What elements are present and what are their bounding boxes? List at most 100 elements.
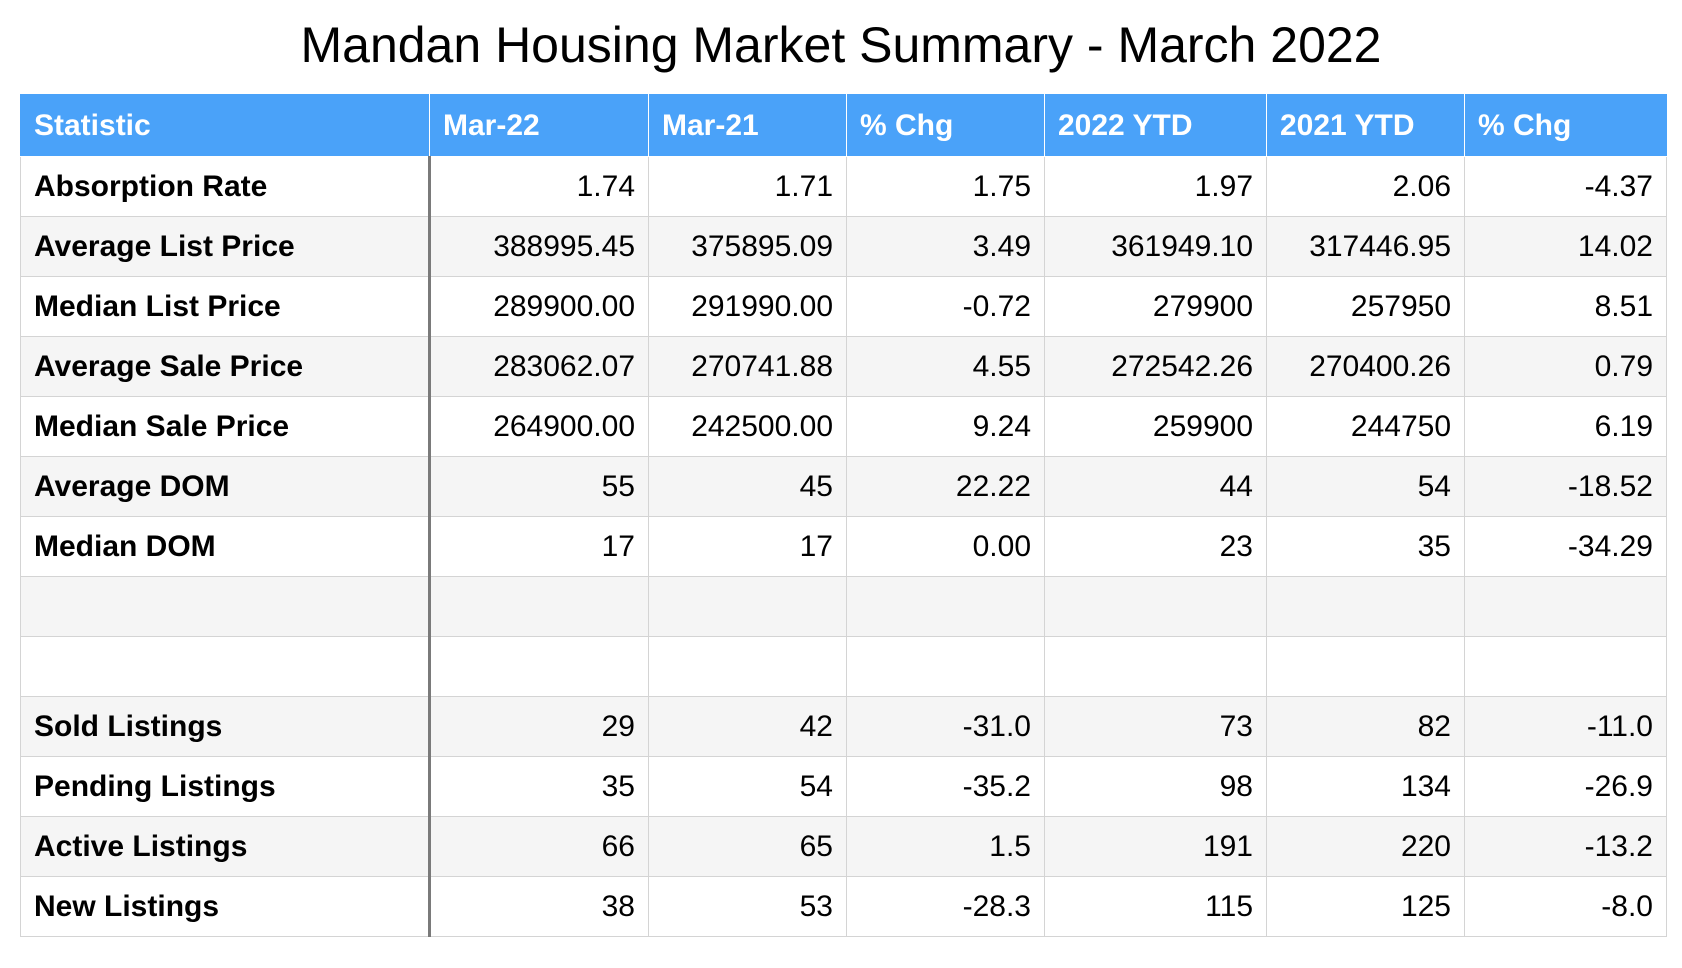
table-row: Absorption Rate 1.74 1.71 1.75 1.97 2.06 -4.37 <box>20 156 1667 217</box>
table-row: Average Sale Price 283062.07 270741.88 4.55… <box>20 336 1667 397</box>
column-header-2021-ytd: 2021 YTD <box>1266 94 1465 157</box>
ytd-pct-chg-cell: 6.19 <box>1464 396 1667 457</box>
statistic-label: Absorption Rate <box>20 156 431 217</box>
table-row: Average List Price 388995.45 375895.09 3.49… <box>20 216 1667 277</box>
ytd-pct-chg-cell: -26.9 <box>1464 756 1667 817</box>
column-header-mar-22: Mar-22 <box>429 94 649 157</box>
2022-ytd-cell <box>1044 636 1267 697</box>
mar-22-cell <box>429 576 649 637</box>
statistic-label: Pending Listings <box>20 756 431 817</box>
2022-ytd-cell <box>1044 576 1267 637</box>
statistic-label: Average List Price <box>20 216 431 277</box>
column-header-ytd-pct-chg: % Chg <box>1464 94 1667 157</box>
monthly-pct-chg-cell: 4.55 <box>846 336 1045 397</box>
ytd-pct-chg-cell: 8.51 <box>1464 276 1667 337</box>
2021-ytd-cell: 317446.95 <box>1266 216 1465 277</box>
mar-22-cell: 283062.07 <box>429 336 649 397</box>
market-summary-table: Statistic Mar-22 Mar-21 % Chg 2022 YTD 2… <box>20 94 1667 937</box>
monthly-pct-chg-cell: 0.00 <box>846 516 1045 577</box>
2021-ytd-cell: 54 <box>1266 456 1465 517</box>
monthly-pct-chg-cell <box>846 636 1045 697</box>
monthly-pct-chg-cell: 22.22 <box>846 456 1045 517</box>
mar-22-cell: 35 <box>429 756 649 817</box>
2021-ytd-cell: 244750 <box>1266 396 1465 457</box>
2021-ytd-cell: 82 <box>1266 696 1465 757</box>
ytd-pct-chg-cell <box>1464 576 1667 637</box>
mar-21-cell: 45 <box>648 456 847 517</box>
statistic-label: Median List Price <box>20 276 431 337</box>
ytd-pct-chg-cell: 0.79 <box>1464 336 1667 397</box>
statistic-label: Active Listings <box>20 816 431 877</box>
2022-ytd-cell: 191 <box>1044 816 1267 877</box>
mar-21-cell: 1.71 <box>648 156 847 217</box>
2021-ytd-cell: 220 <box>1266 816 1465 877</box>
2022-ytd-cell: 44 <box>1044 456 1267 517</box>
2022-ytd-cell: 73 <box>1044 696 1267 757</box>
statistic-label: Average DOM <box>20 456 431 517</box>
table-row <box>20 636 1667 697</box>
mar-21-cell: 53 <box>648 876 847 937</box>
2022-ytd-cell: 98 <box>1044 756 1267 817</box>
ytd-pct-chg-cell: -13.2 <box>1464 816 1667 877</box>
mar-22-cell: 17 <box>429 516 649 577</box>
statistic-label: Median Sale Price <box>20 396 431 457</box>
page-title: Mandan Housing Market Summary - March 20… <box>300 17 1382 73</box>
monthly-pct-chg-cell: -31.0 <box>846 696 1045 757</box>
mar-22-cell: 289900.00 <box>429 276 649 337</box>
statistic-label <box>20 576 431 637</box>
mar-22-cell: 388995.45 <box>429 216 649 277</box>
2022-ytd-cell: 279900 <box>1044 276 1267 337</box>
statistic-label: New Listings <box>20 876 431 937</box>
table-header-row: Statistic Mar-22 Mar-21 % Chg 2022 YTD 2… <box>20 94 1667 157</box>
table-row: Median List Price 289900.00 291990.00 -0.72… <box>20 276 1667 337</box>
table-row: Average DOM 55 45 22.22 44 54 -18.52 <box>20 456 1667 517</box>
mar-21-cell: 65 <box>648 816 847 877</box>
2021-ytd-cell: 35 <box>1266 516 1465 577</box>
table-body: Absorption Rate 1.74 1.71 1.75 1.97 2.06 -4.37… <box>20 156 1667 937</box>
2021-ytd-cell <box>1266 576 1465 637</box>
2022-ytd-cell: 115 <box>1044 876 1267 937</box>
2022-ytd-cell: 361949.10 <box>1044 216 1267 277</box>
mar-22-cell: 66 <box>429 816 649 877</box>
mar-21-cell <box>648 576 847 637</box>
monthly-pct-chg-cell: -0.72 <box>846 276 1045 337</box>
table-row: Sold Listings 29 42 -31.0 73 82 -11.0 <box>20 696 1667 757</box>
ytd-pct-chg-cell <box>1464 636 1667 697</box>
column-header-2022-ytd: 2022 YTD <box>1044 94 1267 157</box>
mar-22-cell: 38 <box>429 876 649 937</box>
monthly-pct-chg-cell: -28.3 <box>846 876 1045 937</box>
ytd-pct-chg-cell: -4.37 <box>1464 156 1667 217</box>
monthly-pct-chg-cell: 1.75 <box>846 156 1045 217</box>
column-header-statistic: Statistic <box>20 94 430 157</box>
ytd-pct-chg-cell: -8.0 <box>1464 876 1667 937</box>
ytd-pct-chg-cell: -11.0 <box>1464 696 1667 757</box>
2021-ytd-cell: 270400.26 <box>1266 336 1465 397</box>
mar-22-cell: 55 <box>429 456 649 517</box>
2021-ytd-cell: 125 <box>1266 876 1465 937</box>
mar-22-cell: 264900.00 <box>429 396 649 457</box>
2022-ytd-cell: 272542.26 <box>1044 336 1267 397</box>
monthly-pct-chg-cell: -35.2 <box>846 756 1045 817</box>
statistic-label: Sold Listings <box>20 696 431 757</box>
statistic-label <box>20 636 431 697</box>
column-header-mar-21: Mar-21 <box>648 94 847 157</box>
ytd-pct-chg-cell: -34.29 <box>1464 516 1667 577</box>
mar-21-cell: 270741.88 <box>648 336 847 397</box>
monthly-pct-chg-cell <box>846 576 1045 637</box>
ytd-pct-chg-cell: 14.02 <box>1464 216 1667 277</box>
mar-22-cell: 1.74 <box>429 156 649 217</box>
mar-21-cell <box>648 636 847 697</box>
table-row: Pending Listings 35 54 -35.2 98 134 -26.9 <box>20 756 1667 817</box>
statistic-label: Average Sale Price <box>20 336 431 397</box>
table-row: Median DOM 17 17 0.00 23 35 -34.29 <box>20 516 1667 577</box>
column-header-monthly-pct-chg: % Chg <box>846 94 1045 157</box>
table-row <box>20 576 1667 637</box>
2022-ytd-cell: 1.97 <box>1044 156 1267 217</box>
monthly-pct-chg-cell: 3.49 <box>846 216 1045 277</box>
mar-21-cell: 375895.09 <box>648 216 847 277</box>
mar-21-cell: 42 <box>648 696 847 757</box>
mar-21-cell: 17 <box>648 516 847 577</box>
2022-ytd-cell: 259900 <box>1044 396 1267 457</box>
table-row: New Listings 38 53 -28.3 115 125 -8.0 <box>20 876 1667 937</box>
mar-21-cell: 242500.00 <box>648 396 847 457</box>
